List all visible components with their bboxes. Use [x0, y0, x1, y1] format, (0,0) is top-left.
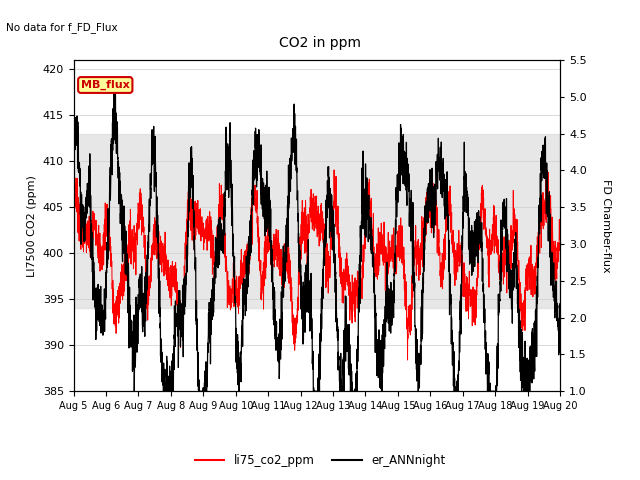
- Text: MB_flux: MB_flux: [81, 80, 130, 90]
- Y-axis label: FD Chamber-flux: FD Chamber-flux: [601, 179, 611, 273]
- Bar: [74, 133, 560, 309]
- Legend: li75_co2_ppm, er_ANNnight: li75_co2_ppm, er_ANNnight: [190, 449, 450, 472]
- Y-axis label: LI7500 CO2 (ppm): LI7500 CO2 (ppm): [27, 175, 37, 276]
- Text: No data for f_FD_Flux: No data for f_FD_Flux: [6, 22, 118, 33]
- Text: CO2 in ppm: CO2 in ppm: [279, 36, 361, 50]
